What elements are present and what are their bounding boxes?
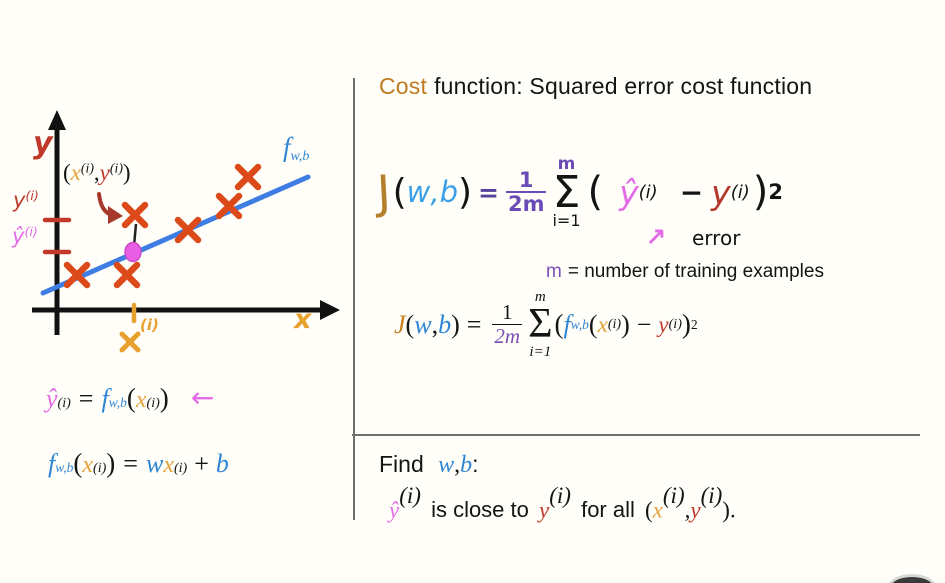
handwritten-cost-equation: J ( w , b ) = 1 2m m Σ i=1 ( ŷ (i) − y (…: [375, 154, 783, 230]
page-title: Cost function: Squared error cost functio…: [379, 73, 812, 100]
horizontal-divider: [352, 434, 920, 436]
prediction-equation: ŷ (i) = f w,b ( x (i) ) ←: [46, 381, 215, 414]
yhat-i-label: ŷ(i): [12, 224, 38, 248]
training-point-x: [63, 261, 91, 289]
training-point-x: [113, 261, 141, 289]
typeset-fraction: 1 2m: [492, 300, 523, 349]
left-arrow-icon: ←: [190, 381, 215, 414]
x-axis-arrowhead: [320, 300, 340, 320]
training-point-x: [174, 216, 202, 244]
find-goal-line: Find w,b:: [379, 451, 479, 478]
training-point-x: [119, 331, 141, 353]
y-axis-arrowhead: [48, 110, 66, 130]
x-marks-group: [63, 163, 262, 353]
title-cost-word: Cost: [379, 73, 428, 99]
fit-line-label: fw,b: [283, 132, 310, 164]
hand-summation: m Σ i=1: [552, 154, 581, 230]
x-i-sup-label: (i): [140, 316, 159, 334]
training-point-x: [121, 201, 149, 229]
title-rest: function: Squared error cost function: [434, 73, 813, 99]
training-point-x: [215, 192, 243, 220]
y-axis-label: y: [33, 126, 53, 161]
training-point-x: [234, 163, 262, 191]
typeset-J: J: [394, 309, 406, 339]
point-annotation-arrowhead: [108, 206, 123, 224]
typeset-cost-equation: J ( w , b ) = 1 2m m Σ i=1 ( f w,b ( x (…: [394, 289, 698, 360]
typeset-summation: m Σ i=1: [528, 289, 553, 360]
error-label: error: [692, 226, 741, 250]
hand-fraction: 1 2m: [505, 168, 547, 217]
scatter-plot: [32, 110, 340, 353]
m-definition: m = number of training examples: [546, 261, 824, 282]
fit-line: [40, 174, 311, 296]
error-arrow-icon: ↗: [646, 223, 667, 250]
find-goal-detail: ŷ(i) is close to y(i) for all (x(i),y(i)…: [389, 483, 736, 523]
y-i-label: y(i): [13, 188, 39, 212]
hand-J: J: [375, 164, 392, 220]
x-axis-label: x: [294, 304, 312, 335]
prediction-dot: [124, 241, 142, 263]
model-equation: f w,b ( x (i) ) = w x (i) + b: [48, 448, 229, 478]
partial-logo: [888, 574, 936, 583]
point-annotation: (x(i),y(i)): [63, 160, 131, 185]
vertical-divider: [353, 78, 355, 520]
